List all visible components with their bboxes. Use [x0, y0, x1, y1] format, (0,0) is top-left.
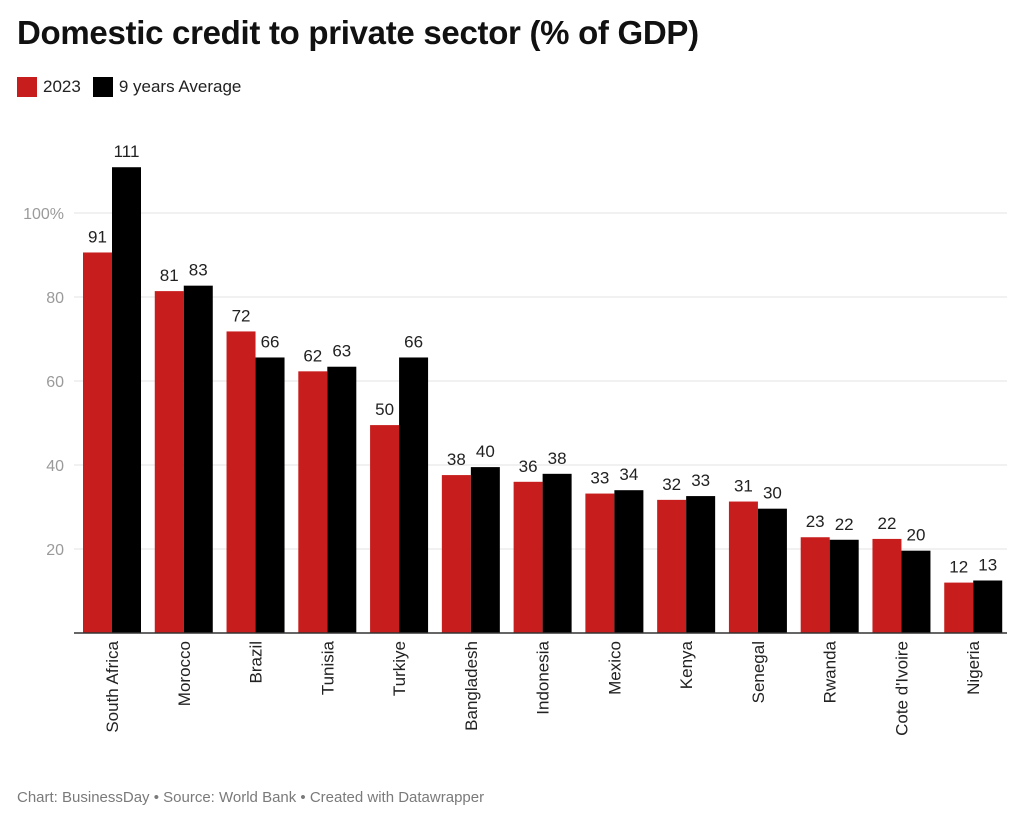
bar — [298, 371, 328, 633]
y-tick-label: 20 — [46, 542, 64, 559]
data-label: 23 — [806, 512, 825, 531]
bar — [686, 496, 716, 633]
x-tick-label: Brazil — [247, 641, 266, 684]
bar — [585, 493, 615, 633]
y-tick-label: 40 — [46, 458, 64, 475]
data-label: 36 — [519, 457, 538, 476]
bar — [901, 550, 931, 633]
y-tick-label: 60 — [46, 374, 64, 391]
legend-label-average: 9 years Average — [118, 77, 242, 96]
legend-item-2023: 2023 — [17, 77, 81, 97]
data-label: 81 — [160, 266, 179, 285]
bar — [255, 357, 285, 633]
bar — [614, 490, 644, 633]
x-tick-label: Bangladesh — [462, 641, 481, 731]
data-label: 50 — [375, 400, 394, 419]
legend-swatch-average — [92, 77, 113, 97]
x-tick-label: Kenya — [677, 640, 696, 689]
y-tick-label: 80 — [46, 290, 64, 307]
chart-footer: Chart: BusinessDay • Source: World Bank … — [17, 789, 485, 806]
x-tick-label: South Africa — [103, 640, 122, 732]
data-label: 66 — [261, 332, 280, 351]
bar — [226, 331, 256, 633]
bar — [944, 582, 974, 633]
bar — [327, 366, 357, 633]
bar — [829, 539, 859, 633]
x-tick-label: Morocco — [175, 641, 194, 706]
x-tick-label: Tunisia — [318, 640, 337, 695]
x-tick-label: Mexico — [605, 641, 624, 695]
data-label: 83 — [189, 261, 208, 280]
data-label: 33 — [590, 469, 609, 488]
data-label: 40 — [476, 442, 495, 461]
legend-swatch-2023 — [17, 77, 37, 97]
bar — [470, 467, 500, 633]
legend-item-average: 9 years Average — [92, 77, 242, 97]
data-label: 72 — [232, 306, 251, 325]
data-label: 30 — [763, 484, 782, 503]
data-label: 12 — [949, 558, 968, 577]
bar — [542, 473, 572, 633]
x-tick-label: Nigeria — [964, 640, 983, 694]
data-label: 62 — [303, 346, 322, 365]
y-tick-label: 100% — [23, 206, 64, 223]
bar — [800, 537, 830, 633]
data-label: 22 — [878, 514, 897, 533]
bar — [83, 252, 112, 634]
x-tick-label: Indonesia — [534, 640, 553, 714]
bar — [728, 501, 758, 633]
data-label: 20 — [907, 526, 926, 545]
data-label: 38 — [548, 449, 567, 468]
data-label: 34 — [619, 465, 638, 484]
data-label: 22 — [835, 515, 854, 534]
bar — [112, 167, 141, 633]
bar-chart: 20 40 60 80 100% 91 111 South Africa 81 83 Morocco… — [23, 142, 1007, 736]
x-tick-label: Cote d'Ivoire — [892, 641, 911, 736]
bar — [183, 285, 213, 633]
data-label: 13 — [978, 556, 997, 575]
bar — [370, 425, 400, 633]
data-label: 31 — [734, 477, 753, 496]
data-label: 32 — [662, 475, 681, 494]
bar — [973, 580, 1003, 633]
data-label: 66 — [404, 332, 423, 351]
data-label: 33 — [691, 471, 710, 490]
x-tick-label: Rwanda — [821, 640, 840, 703]
data-label: 111 — [114, 142, 140, 161]
chart-title: Domestic credit to private sector (% of … — [17, 14, 699, 51]
x-tick-label: Senegal — [749, 641, 768, 703]
bar — [441, 475, 471, 633]
bar — [757, 508, 787, 633]
data-label: 91 — [88, 227, 107, 246]
bar — [399, 357, 429, 633]
x-tick-label: Turkiye — [390, 641, 409, 696]
bar — [154, 291, 184, 633]
data-label: 63 — [332, 342, 351, 361]
bar — [513, 481, 543, 633]
legend: 2023 9 years Average — [17, 77, 253, 97]
legend-label-2023: 2023 — [43, 77, 81, 96]
bar — [872, 538, 902, 633]
data-label: 38 — [447, 450, 466, 469]
bar — [657, 499, 687, 633]
